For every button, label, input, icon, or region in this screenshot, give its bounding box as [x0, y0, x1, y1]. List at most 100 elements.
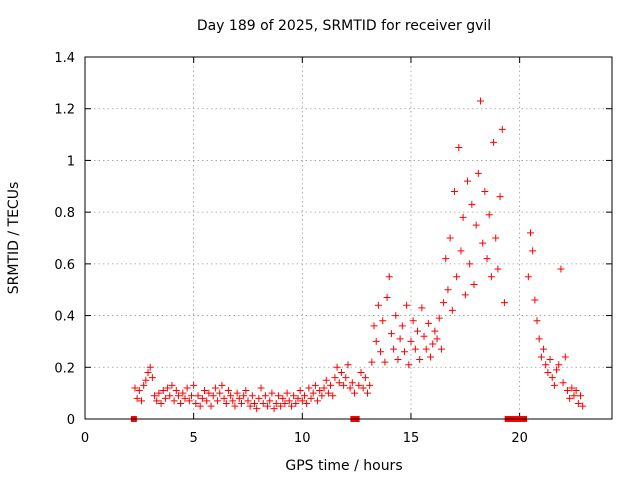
data-point — [146, 363, 154, 371]
data-point — [153, 397, 161, 405]
data-point — [331, 374, 339, 382]
y-tick-label: 0.6 — [54, 258, 75, 273]
data-point — [309, 389, 317, 397]
data-point — [174, 392, 182, 400]
data-point — [138, 397, 146, 405]
data-point — [570, 392, 578, 400]
data-point — [296, 387, 304, 395]
y-tick-label: 0.8 — [54, 206, 75, 221]
data-point — [155, 389, 163, 397]
data-point — [348, 379, 356, 387]
data-point — [359, 384, 367, 392]
data-point — [576, 392, 584, 400]
data-point — [327, 381, 335, 389]
data-point — [555, 361, 563, 369]
data-point — [311, 381, 319, 389]
data-point — [259, 399, 267, 407]
data-point — [540, 345, 548, 353]
data-point — [357, 368, 365, 376]
data-point — [209, 392, 217, 400]
data-point — [248, 392, 256, 400]
data-point — [314, 397, 322, 405]
data-point — [231, 402, 239, 410]
y-tick-label: 1.2 — [54, 103, 75, 118]
data-point — [427, 353, 435, 361]
data-point — [151, 392, 159, 400]
data-point — [453, 273, 461, 281]
data-point — [148, 374, 156, 382]
data-point — [211, 384, 219, 392]
data-point — [281, 399, 289, 407]
data-point — [529, 247, 537, 255]
data-point — [307, 394, 315, 402]
data-point — [474, 169, 482, 177]
data-point — [255, 394, 263, 402]
data-point — [568, 384, 576, 392]
data-point — [494, 265, 502, 273]
data-point — [405, 361, 413, 369]
data-point — [537, 353, 545, 361]
data-point — [383, 293, 391, 301]
data-point — [390, 345, 398, 353]
data-point — [550, 381, 558, 389]
data-point — [411, 345, 419, 353]
data-point — [461, 291, 469, 299]
data-point — [370, 322, 378, 330]
data-point — [377, 348, 385, 356]
data-point — [407, 337, 415, 345]
data-point — [416, 356, 424, 364]
y-tick-label: 0 — [67, 413, 75, 428]
data-point — [159, 387, 167, 395]
data-point — [500, 299, 508, 307]
data-point — [246, 402, 254, 410]
data-point — [214, 397, 222, 405]
data-point — [355, 381, 363, 389]
data-point — [320, 384, 328, 392]
data-point — [166, 392, 174, 400]
data-point — [566, 394, 574, 402]
data-point — [442, 255, 450, 263]
data-point — [483, 255, 491, 263]
data-point — [285, 397, 293, 405]
data-point — [422, 345, 430, 353]
data-point — [287, 402, 295, 410]
data-point — [270, 405, 278, 413]
data-point — [409, 317, 417, 325]
y-tick-label: 0.2 — [54, 361, 75, 376]
data-point — [274, 392, 282, 400]
data-point — [224, 387, 232, 395]
data-point — [283, 389, 291, 397]
data-point — [131, 384, 139, 392]
data-point — [398, 322, 406, 330]
data-point — [444, 286, 452, 294]
data-point — [420, 332, 428, 340]
data-point — [218, 381, 226, 389]
data-point — [340, 381, 348, 389]
data-point — [559, 379, 567, 387]
x-axis-label: GPS time / hours — [285, 458, 402, 474]
y-axis-label: SRMTID / TECUs — [6, 182, 22, 295]
data-point — [298, 397, 306, 405]
data-point — [268, 389, 276, 397]
data-point — [424, 319, 432, 327]
data-point — [227, 392, 235, 400]
data-point — [477, 97, 485, 105]
data-point — [385, 273, 393, 281]
data-point — [546, 356, 554, 364]
chart-title: Day 189 of 2025, SRMTID for receiver gvi… — [197, 18, 491, 34]
data-point — [164, 384, 172, 392]
data-point — [300, 392, 308, 400]
data-point — [324, 389, 332, 397]
data-point — [527, 229, 535, 237]
data-point — [400, 348, 408, 356]
data-point — [342, 374, 350, 382]
data-point — [472, 221, 480, 229]
data-point — [350, 389, 358, 397]
data-point — [470, 281, 478, 289]
x-tick-label: 0 — [81, 431, 89, 446]
data-point — [203, 397, 211, 405]
data-point — [492, 234, 500, 242]
data-point — [531, 296, 539, 304]
data-point — [190, 381, 198, 389]
